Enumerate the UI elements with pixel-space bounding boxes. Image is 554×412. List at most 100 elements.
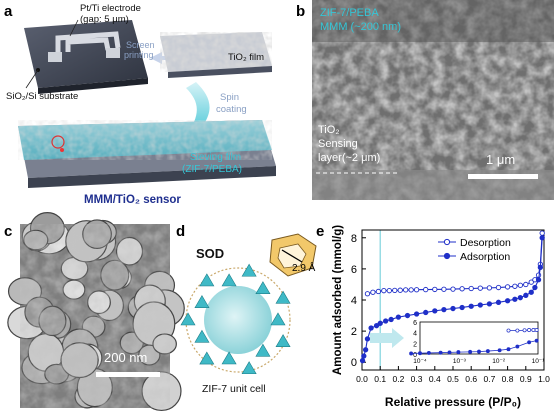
inset-point-adsorption bbox=[506, 347, 511, 352]
data-point-desorption bbox=[375, 288, 382, 295]
data-point-desorption bbox=[486, 285, 493, 291]
panel-letter-a: a bbox=[4, 3, 13, 20]
spin-coating-label: Spin bbox=[220, 92, 239, 103]
data-point-adsorption bbox=[532, 284, 538, 291]
data-point-desorption bbox=[477, 285, 483, 291]
data-point-desorption bbox=[523, 281, 529, 288]
x-tick-label: 0.6 bbox=[465, 374, 477, 384]
zn-tetrahedron bbox=[255, 281, 271, 295]
sod-cage-inset bbox=[269, 233, 317, 277]
screen-printing-label: Screen bbox=[126, 40, 155, 50]
y-tick-label: 6 bbox=[351, 264, 357, 276]
sod-label: SOD bbox=[196, 246, 224, 261]
data-point-desorption bbox=[403, 287, 409, 293]
pore-size-arrow bbox=[281, 249, 303, 263]
sensor-caption: MMM/TiO₂ sensor bbox=[84, 194, 181, 206]
data-point-desorption bbox=[432, 286, 438, 293]
data-point-adsorption bbox=[517, 295, 523, 301]
data-point-adsorption bbox=[535, 277, 542, 283]
data-point-desorption bbox=[517, 282, 523, 288]
data-point-desorption bbox=[392, 287, 398, 294]
inset-point-adsorption bbox=[477, 349, 481, 354]
inset-point-adsorption bbox=[426, 350, 431, 355]
data-point-adsorption bbox=[512, 296, 518, 302]
data-point-adsorption bbox=[404, 312, 411, 319]
data-point-desorption bbox=[370, 289, 376, 295]
data-point-adsorption bbox=[539, 235, 545, 241]
data-point-desorption bbox=[408, 287, 414, 293]
data-point-adsorption bbox=[450, 305, 456, 312]
data-point-desorption bbox=[386, 288, 392, 294]
series-line-desorption bbox=[367, 233, 543, 295]
inset-point-adsorption bbox=[515, 344, 520, 349]
zn-tetrahedron bbox=[241, 361, 257, 375]
sieving-film-composition: (ZIF-7/PEBA) bbox=[182, 164, 242, 175]
pore-size-label: 2.9 Å bbox=[292, 261, 316, 274]
data-point-adsorption bbox=[537, 264, 544, 270]
inset-y-tick-label: 0 bbox=[413, 352, 417, 359]
tio2-layer-label: TiO₂ bbox=[318, 124, 340, 136]
inset-x-tick-label: 10⁻¹ bbox=[532, 358, 546, 365]
substrate-label: SiO₂/Si substrate bbox=[6, 91, 78, 102]
data-point-adsorption bbox=[459, 304, 465, 311]
zif7-unit-cell bbox=[180, 263, 291, 375]
inset-x-tick-label: 10⁻⁴ bbox=[413, 358, 427, 365]
inset-x-tick-label: 10⁻² bbox=[492, 358, 506, 365]
zn-tetrahedron bbox=[275, 334, 291, 347]
screen-printing-arrow bbox=[150, 52, 172, 64]
x-tick-label: 0.5 bbox=[447, 374, 459, 384]
data-point-adsorption bbox=[373, 323, 380, 329]
data-point-adsorption bbox=[377, 320, 383, 326]
data-point-adsorption bbox=[364, 336, 371, 342]
data-point-desorption bbox=[413, 287, 420, 293]
x-tick-label: 0.3 bbox=[411, 374, 423, 384]
x-tick-label: 0.9 bbox=[520, 374, 532, 384]
legend-marker bbox=[443, 252, 451, 260]
tio2-film-label: TiO₂ film bbox=[228, 52, 264, 63]
data-point-desorption bbox=[450, 286, 456, 292]
data-point-adsorption bbox=[413, 311, 420, 317]
inset-point-desorption bbox=[534, 328, 539, 332]
inset-point-adsorption bbox=[485, 349, 490, 354]
panel-e: e 0 2 4 6 8 0.0 0.1 0.2 0.3 0.4 0.5 0.6 0.7 0.8 0.9 1.0… bbox=[316, 223, 550, 409]
inset-point-adsorption bbox=[418, 351, 422, 356]
y-tick-label: 0 bbox=[351, 357, 357, 369]
data-point-desorption bbox=[441, 286, 447, 292]
zn-tetrahedron bbox=[221, 273, 237, 287]
y-axis-label: Amount adsorbed (mmol/g) bbox=[332, 225, 344, 375]
screen-printing-label-2: printing bbox=[124, 50, 154, 60]
data-point-adsorption bbox=[523, 292, 529, 298]
panel-b: b ZIF-7/PEBA MMM (~200 nm) TiO₂ Sensing … bbox=[296, 0, 554, 200]
data-point-adsorption bbox=[486, 301, 493, 307]
data-point-adsorption bbox=[468, 303, 474, 309]
zn-tetrahedron bbox=[221, 351, 237, 365]
sieving-film-label: Sieving film bbox=[190, 152, 241, 163]
x-tick-label: 0.8 bbox=[502, 374, 514, 384]
data-point-desorption bbox=[539, 230, 545, 236]
data-point-adsorption bbox=[423, 309, 429, 316]
inset-y-tick-label: 2 bbox=[413, 341, 417, 348]
data-point-desorption bbox=[364, 291, 371, 297]
inset-y-tick-label: 6 bbox=[413, 320, 417, 327]
data-point-adsorption bbox=[388, 316, 394, 323]
scale-bar-label-c: 200 nm bbox=[104, 350, 147, 365]
mmm-label: ZIF-7/PEBA bbox=[320, 7, 379, 19]
data-point-adsorption bbox=[432, 308, 438, 314]
electrode-gap-label: (gap: 5 μm) bbox=[80, 14, 129, 25]
data-point-desorption bbox=[423, 286, 429, 293]
panel-letter-c: c bbox=[4, 223, 12, 240]
substrate-chip bbox=[24, 20, 148, 94]
data-point-desorption bbox=[468, 285, 474, 292]
zn-tetrahedron bbox=[270, 312, 286, 326]
spin-coating-label-2: coating bbox=[216, 104, 247, 115]
mmm-thickness-label: MMM (~200 nm) bbox=[320, 21, 401, 33]
y-tick-label: 8 bbox=[351, 233, 357, 245]
zn-tetrahedron bbox=[255, 343, 271, 357]
zn-tetrahedron bbox=[199, 273, 215, 287]
inset-x-tick-label: 10⁻³ bbox=[453, 358, 467, 365]
inset-y-tick-label: 4 bbox=[413, 331, 417, 338]
legend-marker bbox=[443, 238, 451, 246]
panel-letter-e: e bbox=[316, 223, 324, 240]
inset-point-adsorption bbox=[497, 348, 502, 353]
